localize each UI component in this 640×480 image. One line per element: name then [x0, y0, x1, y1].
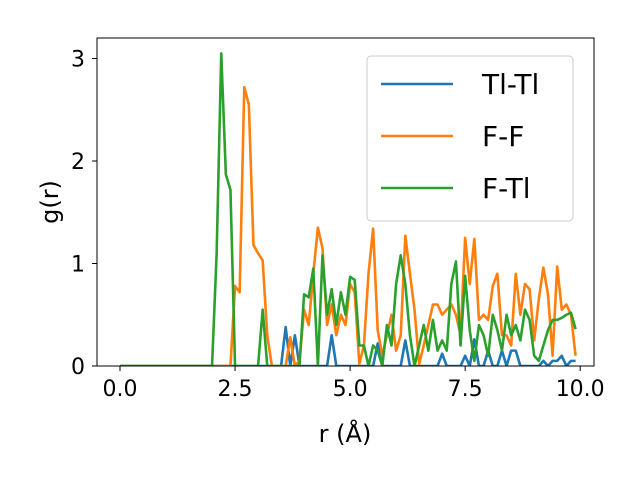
legend-label-f-f: F-F: [482, 120, 524, 153]
y-tick-label: 0: [71, 355, 85, 380]
series-line-f-tl: [120, 52, 577, 366]
y-tick-label: 3: [71, 48, 85, 73]
axes-frame: [96, 37, 595, 367]
x-tick-label: 0.0: [103, 377, 138, 402]
series-line-tl-tl: [120, 325, 576, 366]
y-axis-label: g(r): [36, 180, 64, 224]
plot-area: [120, 52, 577, 366]
x-tick-label: 5.0: [333, 377, 368, 402]
x-tick-label: 2.5: [218, 377, 253, 402]
legend-box: [366, 55, 574, 222]
x-tick-label: 10.0: [556, 377, 605, 402]
y-tick-label: 2: [71, 150, 85, 175]
series-layer: [120, 52, 577, 366]
axes-layer: 0.0 2.5 5.0 7.5 10.0 0 1 2 3: [71, 37, 605, 402]
y-tick-label: 1: [71, 253, 85, 278]
x-tick-label: 7.5: [448, 377, 483, 402]
legend-label-f-tl: F-Tl: [482, 172, 531, 205]
series-line-f-f: [120, 85, 577, 366]
x-axis-label: r (Å): [319, 419, 372, 448]
legend: Tl-Tl F-F F-Tl: [366, 55, 574, 222]
legend-label-tl-tl: Tl-Tl: [481, 68, 539, 101]
